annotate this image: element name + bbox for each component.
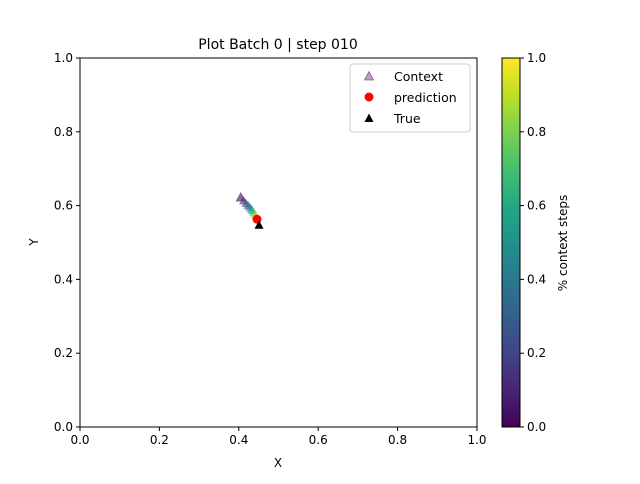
x-tick-label: 0.0 bbox=[70, 433, 89, 447]
y-tick-label: 0.0 bbox=[54, 420, 73, 434]
colorbar-axis: 0.0 0.2 0.4 0.6 0.8 1.0 bbox=[520, 51, 546, 434]
y-tick-label: 0.8 bbox=[54, 125, 73, 139]
colorbar-tick-label: 0.2 bbox=[527, 346, 546, 360]
y-tick-label: 0.4 bbox=[54, 272, 73, 286]
legend-true-label: True bbox=[393, 111, 421, 126]
x-tick-label: 0.8 bbox=[388, 433, 407, 447]
colorbar-tick-label: 0.8 bbox=[527, 125, 546, 139]
colorbar-tick-label: 0.4 bbox=[527, 272, 546, 286]
colorbar bbox=[501, 57, 521, 428]
true-point bbox=[254, 220, 264, 229]
x-tick-label: 0.4 bbox=[229, 433, 248, 447]
y-tick-label: 0.6 bbox=[54, 199, 73, 213]
prediction-point bbox=[252, 214, 262, 224]
chart-title: Plot Batch 0 | step 010 bbox=[198, 37, 358, 53]
legend-prediction-label: prediction bbox=[394, 90, 457, 105]
legend-box bbox=[349, 63, 471, 133]
legend-context-label: Context bbox=[394, 69, 443, 84]
x-tick-label: 0.2 bbox=[150, 433, 169, 447]
y-axis: 0.0 0.2 0.4 0.6 0.8 1.0 bbox=[54, 51, 80, 434]
colorbar-tick-label: 0.0 bbox=[527, 420, 546, 434]
x-axis: 0.0 0.2 0.4 0.6 0.8 1.0 bbox=[70, 427, 487, 447]
legend-context-marker bbox=[363, 70, 375, 81]
y-tick-label: 0.2 bbox=[54, 346, 73, 360]
x-axis-label: X bbox=[274, 456, 282, 470]
y-axis-label: Y bbox=[27, 238, 41, 247]
data-marks bbox=[235, 191, 264, 229]
colorbar-tick-label: 1.0 bbox=[527, 51, 546, 65]
legend-prediction-marker bbox=[364, 92, 374, 102]
x-tick-label: 1.0 bbox=[467, 433, 486, 447]
plot-frame bbox=[79, 57, 478, 428]
legend: Context prediction True bbox=[349, 63, 471, 133]
y-tick-label: 1.0 bbox=[54, 51, 73, 65]
legend-true-marker bbox=[364, 113, 374, 122]
x-tick-label: 0.6 bbox=[309, 433, 328, 447]
colorbar-tick-label: 0.6 bbox=[527, 199, 546, 213]
colorbar-label: % context steps bbox=[556, 195, 570, 291]
